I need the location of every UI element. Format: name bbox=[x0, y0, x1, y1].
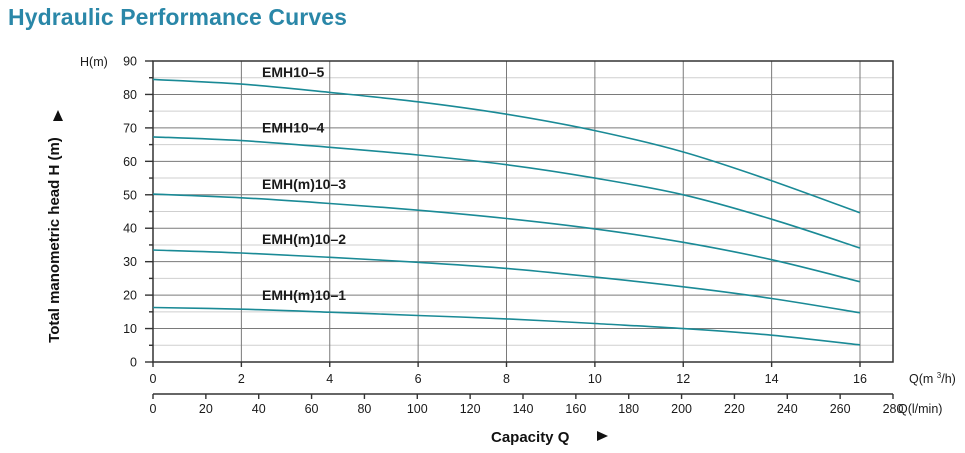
x-tick-label: 0 bbox=[150, 372, 157, 386]
x-tick-label: 2 bbox=[238, 372, 245, 386]
x-tick-label: 16 bbox=[853, 372, 867, 386]
page-title: Hydraulic Performance Curves bbox=[8, 4, 347, 30]
x2-tick-label: 100 bbox=[407, 402, 428, 416]
x2-unit-label: Q(l/min) bbox=[898, 402, 942, 416]
x-axis-arrow-icon bbox=[597, 431, 608, 441]
x2-tick-label: 260 bbox=[830, 402, 851, 416]
y-unit-label: H(m) bbox=[80, 55, 108, 69]
y-axis-arrow-icon bbox=[53, 110, 63, 121]
x2-tick-label: 60 bbox=[305, 402, 319, 416]
x2-tick-label: 220 bbox=[724, 402, 745, 416]
y-tick-label: 40 bbox=[123, 222, 137, 236]
x-axis-m3h: 0 2 4 6 8 10 12 14 16 bbox=[150, 362, 867, 386]
x-tick-label: 14 bbox=[765, 372, 779, 386]
curve-emhm10-3 bbox=[152, 193, 861, 283]
series-label: EMH10–4 bbox=[262, 119, 324, 135]
x-axis-lmin: 0 20 40 60 80 100 120 140 160 180 200 220 240 260 280 bbox=[150, 393, 904, 416]
x-tick-label: 10 bbox=[588, 372, 602, 386]
performance-curves bbox=[152, 78, 861, 346]
x2-tick-label: 40 bbox=[252, 402, 266, 416]
y-tick-label: 70 bbox=[123, 121, 137, 135]
x-axis-title: Capacity Q bbox=[491, 429, 570, 446]
y-axis-title-group: Total manometric head H (m) bbox=[46, 110, 63, 343]
series-label: EMH(m)10–1 bbox=[262, 287, 346, 303]
x-tick-label: 8 bbox=[503, 372, 510, 386]
x2-tick-label: 180 bbox=[618, 402, 639, 416]
x-unit-text: Q(m bbox=[909, 372, 933, 386]
minor-gridlines bbox=[153, 77, 893, 346]
y-tick-label: 90 bbox=[123, 55, 137, 69]
x2-tick-label: 20 bbox=[199, 402, 213, 416]
curve-emh10-4 bbox=[152, 136, 861, 249]
x-tick-label: 4 bbox=[326, 372, 333, 386]
x-tick-label: 12 bbox=[676, 372, 690, 386]
y-tick-label: 10 bbox=[123, 322, 137, 336]
y-tick-label: 50 bbox=[123, 188, 137, 202]
x2-tick-label: 280 bbox=[883, 402, 904, 416]
y-axis: 0 10 20 30 40 50 60 70 80 90 bbox=[123, 55, 153, 370]
curve-emh10-5 bbox=[152, 78, 861, 214]
x2-tick-label: 120 bbox=[460, 402, 481, 416]
y-tick-label: 20 bbox=[123, 289, 137, 303]
x-unit-rest: /h) bbox=[941, 372, 956, 386]
y-tick-label: 0 bbox=[130, 356, 137, 370]
x2-tick-label: 0 bbox=[150, 402, 157, 416]
x-unit-superscript: 3 bbox=[937, 371, 942, 380]
x2-tick-label: 200 bbox=[671, 402, 692, 416]
curve-emhm10-1 bbox=[152, 306, 861, 346]
series-label: EMH(m)10–2 bbox=[262, 231, 346, 247]
y-tick-label: 80 bbox=[123, 88, 137, 102]
curve-emhm10-2 bbox=[152, 249, 861, 314]
x2-tick-label: 160 bbox=[565, 402, 586, 416]
series-label: EMH10–5 bbox=[262, 64, 324, 80]
series-label: EMH(m)10–3 bbox=[262, 176, 346, 192]
y-tick-label: 30 bbox=[123, 255, 137, 269]
y-tick-label: 60 bbox=[123, 155, 137, 169]
x2-tick-label: 240 bbox=[777, 402, 798, 416]
y-axis-title: Total manometric head H (m) bbox=[46, 137, 63, 343]
series-labels: EMH10–5 EMH10–4 EMH(m)10–3 EMH(m)10–2 EMH(m)… bbox=[262, 64, 346, 303]
x2-tick-label: 140 bbox=[513, 402, 534, 416]
x2-tick-label: 80 bbox=[357, 402, 371, 416]
x-unit-label: Q(m 3/h) bbox=[909, 371, 956, 386]
x-tick-label: 6 bbox=[415, 372, 422, 386]
